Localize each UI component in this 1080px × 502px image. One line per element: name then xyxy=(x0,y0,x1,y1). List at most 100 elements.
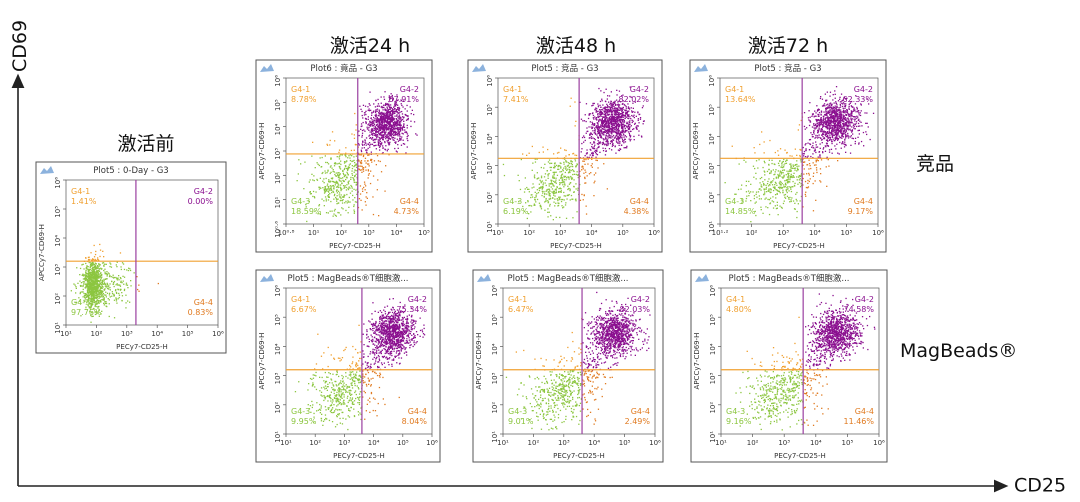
data-point xyxy=(741,184,743,186)
data-point xyxy=(561,205,563,207)
data-point xyxy=(557,165,560,167)
data-point xyxy=(401,113,404,115)
data-point xyxy=(796,176,798,178)
data-point xyxy=(592,102,594,105)
data-point xyxy=(96,286,98,288)
data-point xyxy=(548,173,550,175)
data-point xyxy=(379,126,381,128)
data-point xyxy=(826,114,828,116)
data-point xyxy=(354,201,357,203)
data-point xyxy=(589,121,591,123)
data-point xyxy=(97,299,99,302)
data-point xyxy=(606,120,608,123)
data-point xyxy=(384,126,386,129)
data-point xyxy=(853,109,855,111)
data-point xyxy=(97,290,99,292)
data-point xyxy=(406,110,408,112)
data-point xyxy=(390,135,392,137)
data-point xyxy=(612,123,615,125)
data-point xyxy=(779,148,782,150)
data-point xyxy=(110,266,113,268)
data-point xyxy=(750,200,752,202)
data-point xyxy=(388,144,390,146)
data-point xyxy=(626,113,628,115)
data-point xyxy=(843,132,845,135)
data-point xyxy=(834,97,836,99)
data-point xyxy=(388,105,390,107)
data-point xyxy=(616,141,618,143)
data-point xyxy=(812,113,814,115)
data-point xyxy=(341,200,343,202)
data-point xyxy=(563,163,565,165)
plot-area xyxy=(719,77,879,225)
data-point xyxy=(385,135,387,137)
data-point xyxy=(322,180,324,182)
data-point xyxy=(324,155,326,157)
data-point xyxy=(626,122,628,125)
data-point xyxy=(848,107,850,109)
data-point xyxy=(554,189,556,191)
data-point xyxy=(86,284,88,286)
data-point xyxy=(394,123,397,125)
data-point xyxy=(118,279,120,281)
data-point xyxy=(376,189,378,191)
data-point xyxy=(787,180,789,182)
flow-icon xyxy=(472,64,486,72)
data-point xyxy=(411,109,413,111)
data-point xyxy=(380,137,383,139)
data-point xyxy=(616,104,618,106)
data-point xyxy=(403,120,405,122)
data-point xyxy=(625,112,627,115)
data-point xyxy=(789,163,791,165)
data-point xyxy=(574,154,576,156)
data-point xyxy=(619,148,621,150)
data-point xyxy=(604,120,607,122)
data-point xyxy=(612,144,614,146)
data-point xyxy=(552,185,554,187)
data-point xyxy=(91,276,93,278)
data-point xyxy=(127,300,129,302)
data-point xyxy=(610,120,613,122)
data-point xyxy=(764,179,766,181)
data-point xyxy=(332,215,334,217)
data-point xyxy=(96,267,98,269)
data-point xyxy=(389,118,391,120)
data-point xyxy=(842,136,845,138)
data-point xyxy=(382,115,384,118)
data-point xyxy=(340,199,342,201)
data-point xyxy=(91,294,93,296)
data-point xyxy=(377,123,379,125)
data-point xyxy=(317,163,319,165)
data-point xyxy=(91,290,93,292)
data-point xyxy=(551,162,553,164)
data-point xyxy=(372,124,375,126)
data-point xyxy=(342,196,344,198)
quadrant-value: 0.00% xyxy=(188,197,214,206)
data-point xyxy=(808,163,811,165)
y-axis-label: CD69 xyxy=(9,20,31,72)
data-point xyxy=(610,120,612,122)
data-point xyxy=(847,113,849,115)
data-point xyxy=(327,170,329,172)
data-point xyxy=(365,151,368,153)
data-point xyxy=(395,110,397,112)
data-point xyxy=(100,290,102,292)
data-point xyxy=(605,137,607,139)
data-point xyxy=(611,111,613,113)
y-tick-label: 10¹ xyxy=(54,322,62,334)
data-point xyxy=(595,117,598,119)
data-point xyxy=(395,141,397,143)
data-point xyxy=(120,268,122,271)
data-point xyxy=(384,132,386,135)
data-point xyxy=(384,140,386,143)
data-point xyxy=(594,132,596,134)
data-point xyxy=(334,214,337,216)
data-point xyxy=(832,99,834,101)
data-point xyxy=(125,284,127,286)
x-tick-label: 10⁴ xyxy=(391,229,403,237)
data-point xyxy=(388,128,390,130)
data-point xyxy=(590,132,592,134)
data-point xyxy=(828,106,830,109)
data-point xyxy=(371,161,373,163)
data-point xyxy=(410,120,412,122)
